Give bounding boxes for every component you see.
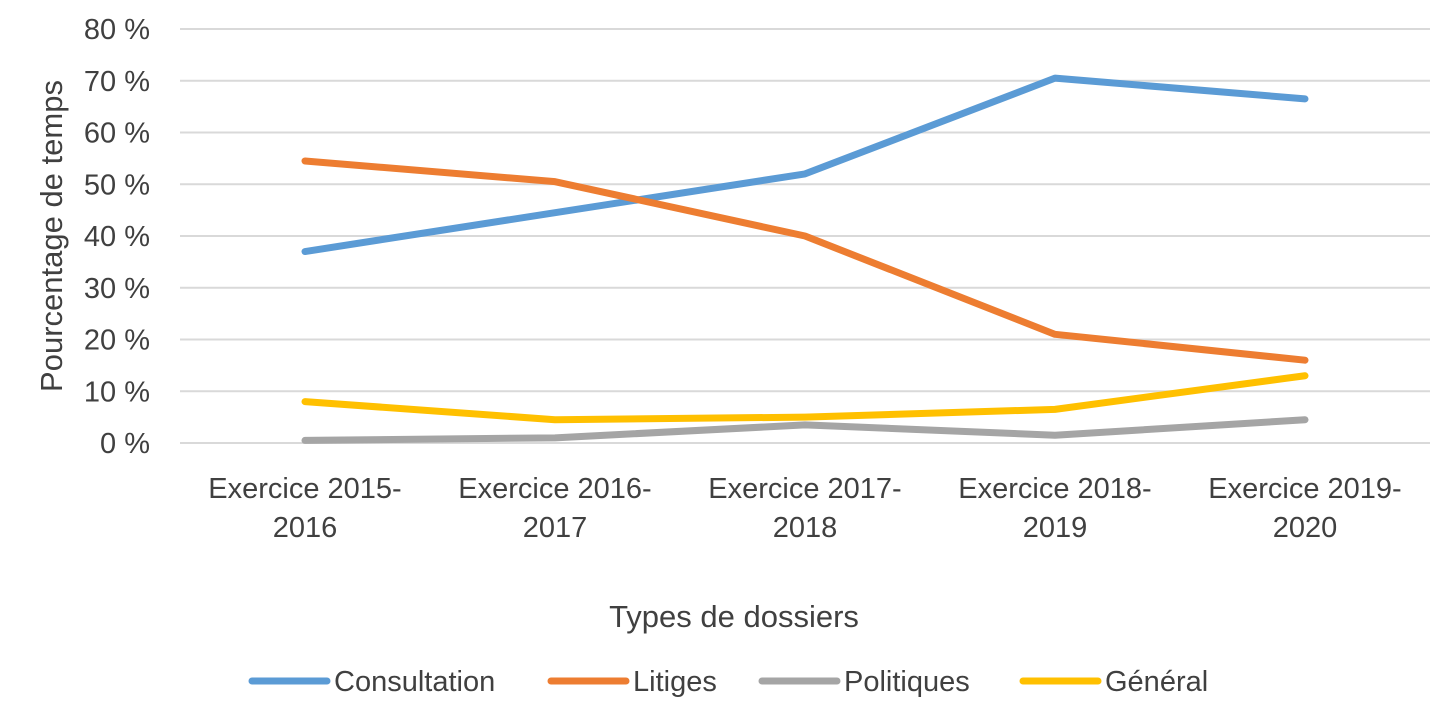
y-tick-label: 10 % — [84, 376, 150, 408]
legend: Consultation Litiges Politiques Général — [248, 666, 1208, 698]
x-tick-label: Exercice 2017-2018 — [708, 473, 901, 544]
y-tick-label: 30 % — [84, 273, 150, 305]
y-tick-label: 40 % — [84, 221, 150, 253]
series-line-g-n-ral — [301, 372, 1309, 424]
series-line-politiques — [301, 416, 1309, 444]
legend-label-g-n-ral: Général — [1105, 666, 1208, 698]
y-axis-tick-labels: 0 % 10 % 20 % 30 % 40 % 50 % 60 % 70 % 80 % — [84, 14, 150, 460]
x-tick-label: Exercice 2019-2020 — [1208, 473, 1401, 544]
y-tick-label: 20 % — [84, 325, 150, 357]
series-line-consultation — [301, 74, 1309, 256]
x-tick-label: Exercice 2018-2019 — [958, 473, 1151, 544]
x-tick-label: Exercice 2016-2017 — [458, 473, 651, 544]
x-axis-tick-labels: Exercice 2015-2016 Exercice 2016-2017 Exer… — [208, 473, 1401, 544]
x-axis-title: Types de dossiers — [609, 599, 859, 634]
series-line-litiges — [301, 157, 1309, 364]
legend-label-litiges: Litiges — [633, 666, 717, 698]
legend-label-consultation: Consultation — [334, 666, 495, 698]
series-lines — [301, 74, 1309, 444]
y-tick-label: 60 % — [84, 118, 150, 150]
y-axis-title: Pourcentage de temps — [34, 80, 69, 392]
y-tick-label: 80 % — [84, 14, 150, 46]
x-tick-label: Exercice 2015-2016 — [208, 473, 401, 544]
y-tick-label: 0 % — [100, 428, 150, 460]
y-tick-label: 70 % — [84, 66, 150, 98]
legend-label-politiques: Politiques — [844, 666, 970, 698]
y-tick-label: 50 % — [84, 169, 150, 201]
